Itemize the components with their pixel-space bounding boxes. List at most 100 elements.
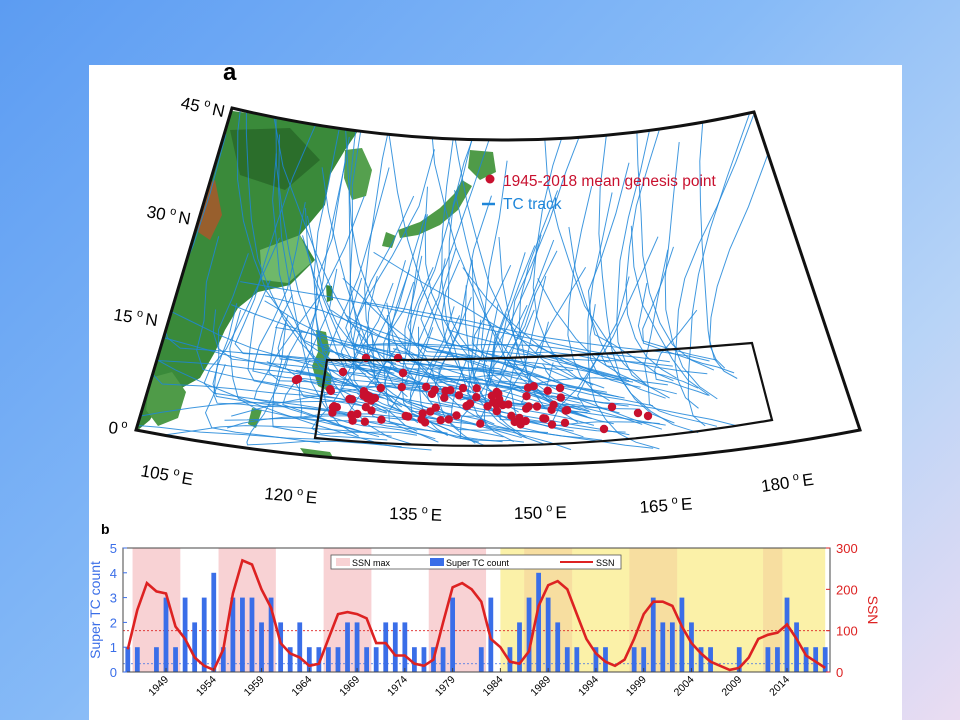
genesis-point bbox=[549, 400, 558, 409]
left-tick-label: 3 bbox=[110, 591, 117, 606]
super-tc-bar bbox=[383, 622, 389, 672]
tc-track bbox=[534, 266, 610, 363]
tc-track bbox=[635, 114, 715, 371]
lat-label: 15 oN bbox=[112, 304, 159, 330]
super-tc-bar bbox=[421, 647, 427, 672]
tc-track bbox=[587, 162, 674, 382]
genesis-point bbox=[562, 406, 572, 415]
super-tc-bar bbox=[517, 622, 522, 672]
tc-track bbox=[491, 331, 619, 398]
genesis-point bbox=[529, 382, 538, 391]
genesis-point bbox=[472, 384, 481, 393]
tc-track bbox=[510, 114, 668, 386]
tc-track bbox=[196, 236, 339, 396]
right-tick-label: 100 bbox=[836, 624, 858, 639]
super-tc-bar bbox=[631, 647, 637, 672]
right-axis-label: SSN bbox=[865, 596, 881, 625]
tc-track bbox=[362, 301, 710, 362]
ssn-max-band-overlap bbox=[763, 548, 783, 672]
super-tc-bar bbox=[545, 597, 551, 672]
super-tc-bar bbox=[182, 597, 188, 672]
super-tc-bar bbox=[125, 647, 131, 672]
super-tc-bar bbox=[679, 597, 685, 672]
super-tc-bar bbox=[698, 647, 704, 672]
genesis-point bbox=[607, 402, 617, 412]
genesis-point bbox=[431, 403, 440, 412]
super-tc-bar bbox=[574, 647, 580, 672]
lat-label: 45 oN bbox=[179, 93, 226, 121]
genesis-point bbox=[444, 415, 453, 424]
super-tc-bar bbox=[392, 622, 398, 672]
super-tc-bar bbox=[536, 572, 541, 672]
tc-track bbox=[303, 160, 395, 374]
x-tick-label: 2014 bbox=[767, 674, 792, 699]
super-tc-bar bbox=[373, 647, 379, 672]
x-tick-label: 1964 bbox=[289, 674, 314, 699]
tc-track bbox=[272, 153, 356, 388]
genesis-point bbox=[463, 401, 472, 410]
x-tick-label: 2004 bbox=[672, 674, 697, 699]
tc-track bbox=[407, 266, 492, 371]
tc-track bbox=[598, 108, 675, 424]
legend-count-swatch bbox=[430, 558, 444, 566]
tc-track bbox=[246, 355, 402, 448]
super-tc-bar bbox=[163, 597, 169, 672]
tc-track bbox=[275, 108, 442, 421]
genesis-point bbox=[556, 393, 565, 402]
lon-label: 120 oE bbox=[264, 483, 318, 508]
tc-track bbox=[424, 186, 483, 362]
track-legend-label: TC track bbox=[503, 196, 562, 213]
lon-label: 180oE bbox=[760, 469, 815, 496]
tc-track bbox=[424, 315, 574, 432]
chart-legend-box bbox=[330, 554, 622, 570]
sulawesi bbox=[248, 408, 262, 428]
svg-text:180oE: 180oE bbox=[760, 469, 815, 496]
genesis-point bbox=[532, 402, 542, 411]
genesis-point bbox=[417, 415, 426, 424]
super-tc-bar bbox=[660, 622, 666, 672]
genesis-point bbox=[476, 419, 485, 428]
right-tick-label: 0 bbox=[836, 665, 843, 680]
tc-track bbox=[664, 142, 718, 400]
map-frame bbox=[134, 106, 862, 467]
tc-track bbox=[473, 324, 541, 407]
super-tc-bar bbox=[402, 622, 408, 672]
super-tc-bar bbox=[268, 597, 274, 672]
left-tick-label: 4 bbox=[110, 566, 117, 581]
tc-track bbox=[674, 115, 754, 409]
super-tc-bar bbox=[603, 647, 608, 672]
super-tc-bar bbox=[794, 622, 799, 672]
tc-track bbox=[387, 281, 511, 375]
genesis-point bbox=[472, 393, 481, 402]
legend-ssn-max-swatch bbox=[336, 558, 350, 566]
super-tc-bar bbox=[345, 622, 350, 672]
panel-b-letter: b bbox=[101, 521, 110, 537]
left-tick-label: 5 bbox=[110, 541, 117, 556]
tc-track bbox=[709, 108, 790, 379]
tc-track bbox=[637, 282, 718, 361]
super-tc-bar bbox=[803, 647, 809, 672]
tc-track bbox=[264, 295, 570, 387]
genesis-point bbox=[504, 400, 513, 409]
genesis-point bbox=[348, 416, 357, 425]
x-tick-label: 1979 bbox=[433, 674, 458, 699]
genesis-point bbox=[489, 398, 498, 407]
left-axis-label: Super TC count bbox=[89, 561, 103, 659]
genesis-point bbox=[492, 406, 501, 416]
lowland-shade bbox=[260, 235, 312, 283]
tc-track bbox=[462, 267, 630, 382]
tc-track bbox=[532, 108, 594, 386]
super-tc-bar bbox=[526, 597, 532, 672]
left-tick-label: 0 bbox=[110, 665, 117, 680]
x-tick-label: 1989 bbox=[528, 674, 553, 699]
genesis-region-box bbox=[313, 341, 774, 447]
tc-track bbox=[449, 108, 605, 389]
super-tc-bar bbox=[669, 622, 675, 672]
super-tc-bar bbox=[230, 597, 236, 672]
